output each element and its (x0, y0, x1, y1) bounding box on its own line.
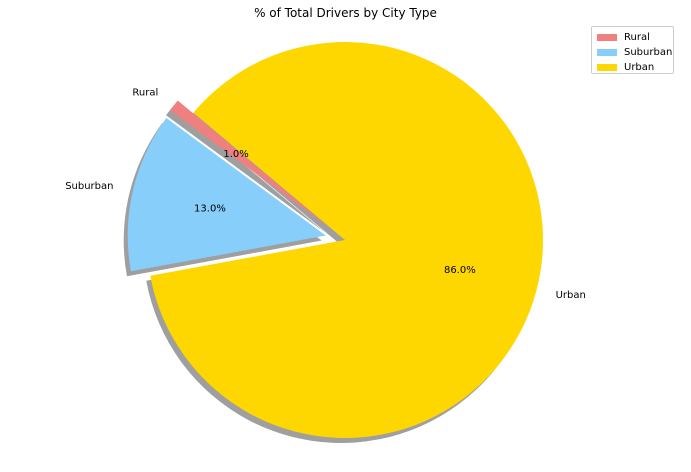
legend-label-rural: Rural (624, 32, 650, 43)
chart-legend: Rural Suburban Urban (591, 26, 674, 74)
legend-item-rural: Rural (597, 30, 673, 45)
legend-swatch-rural (597, 34, 617, 41)
category-label-rural: Rural (132, 88, 158, 99)
legend-label-suburban: Suburban (624, 47, 673, 58)
legend-label-urban: Urban (624, 62, 655, 73)
pct-label-suburban: 13.0% (194, 203, 226, 214)
category-label-suburban: Suburban (65, 181, 113, 192)
pie-slice-urban (150, 41, 543, 439)
pct-label-urban: 86.0% (444, 265, 476, 276)
category-label-urban: Urban (556, 290, 586, 301)
legend-item-urban: Urban (597, 60, 673, 75)
pie-shadow-rural (166, 105, 326, 233)
chart-title: % of Total Drivers by City Type (254, 6, 437, 20)
legend-swatch-suburban (597, 49, 617, 56)
pct-label-rural: 1.0% (223, 149, 248, 160)
legend-item-suburban: Suburban (597, 45, 673, 60)
pie-slice-rural (170, 100, 330, 228)
pie-slice-suburban (127, 118, 326, 272)
legend-swatch-urban (597, 64, 617, 71)
